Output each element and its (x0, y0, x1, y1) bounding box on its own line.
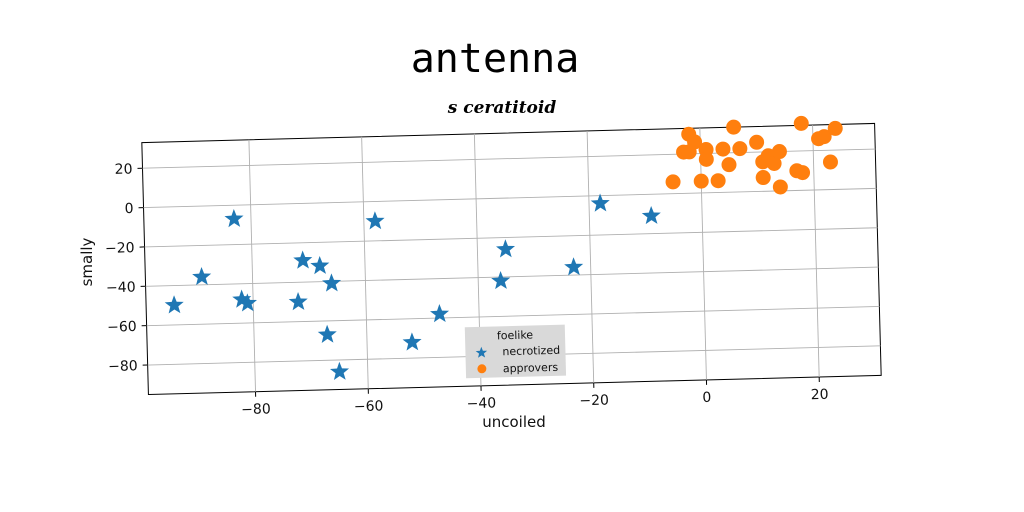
point-necrotized (224, 208, 244, 228)
legend-label-necrotized: necrotized (502, 344, 560, 359)
point-approvers (822, 154, 838, 170)
point-approvers (795, 165, 811, 181)
point-necrotized (288, 291, 308, 311)
point-approvers (793, 115, 809, 131)
y-gridline (143, 187, 877, 209)
legend-circle-marker (477, 364, 487, 374)
point-necrotized (491, 270, 511, 290)
point-approvers (755, 170, 771, 186)
chart-title: antenna (411, 36, 580, 82)
point-necrotized (293, 250, 313, 269)
chart-subtitle: s ceratitoid (447, 98, 557, 118)
point-necrotized (310, 255, 330, 275)
tick-labels: −80 −60 −40 −20 0 20 20 0 −20 −40 −60 −80 (105, 161, 829, 418)
y-gridline (142, 148, 876, 169)
x-gridline (812, 125, 820, 377)
y-tick-label: −80 (108, 358, 138, 375)
y-gridline (144, 227, 878, 248)
point-approvers (726, 119, 742, 135)
x-gridline (699, 127, 707, 380)
x-gridline (248, 139, 256, 392)
point-approvers (693, 173, 709, 189)
y-axis-label: smally (78, 237, 96, 286)
legend-title: foelike (497, 328, 534, 342)
point-approvers (732, 141, 748, 157)
legend-star-marker (475, 346, 488, 358)
point-necrotized (317, 324, 337, 343)
y-tick-label: −40 (106, 280, 136, 297)
x-axis-label: uncoiled (482, 413, 546, 431)
x-tick-label: −40 (466, 395, 496, 412)
plot-area: −80 −60 −40 −20 0 20 20 0 −20 −40 −60 −80 foelike n… (105, 115, 882, 418)
point-necrotized (590, 193, 610, 212)
x-tick-label: −80 (241, 401, 271, 418)
legend: foelike necrotized approvers (464, 324, 567, 379)
point-necrotized (192, 266, 212, 286)
point-approvers (710, 173, 726, 189)
y-tick-label: 20 (114, 161, 132, 177)
x-tick-label: −20 (579, 392, 609, 409)
x-gridline (586, 130, 595, 383)
point-approvers (771, 144, 787, 160)
legend-label-approvers: approvers (503, 361, 559, 375)
point-approvers (772, 179, 788, 195)
grid (137, 125, 881, 397)
legend-star-shape (475, 346, 488, 358)
y-gridline (145, 266, 879, 287)
point-necrotized (237, 293, 257, 312)
point-necrotized (641, 205, 661, 225)
data-marks (164, 115, 843, 381)
point-necrotized (564, 257, 584, 276)
point-necrotized (330, 361, 350, 381)
y-tick-label: 0 (124, 201, 133, 217)
x-gridline (361, 136, 369, 389)
point-approvers (687, 134, 703, 150)
point-approvers (766, 155, 782, 171)
point-approvers (665, 174, 681, 190)
point-necrotized (496, 239, 516, 258)
point-approvers (715, 141, 731, 157)
point-approvers (749, 134, 765, 150)
point-approvers (721, 157, 737, 173)
x-tick-label: 0 (702, 390, 711, 406)
point-necrotized (402, 332, 422, 351)
legend-box (464, 324, 567, 379)
point-approvers (698, 151, 714, 167)
point-approvers (816, 129, 832, 145)
point-necrotized (322, 273, 342, 292)
y-gridline (146, 306, 880, 327)
point-approvers (827, 120, 843, 136)
y-tick-label: −20 (105, 240, 135, 257)
y-tick-label: −60 (107, 319, 137, 336)
point-necrotized (164, 295, 184, 314)
x-tick-label: −60 (354, 398, 384, 415)
point-necrotized (365, 211, 385, 230)
point-necrotized (430, 304, 450, 323)
x-tick-label: 20 (811, 387, 829, 403)
